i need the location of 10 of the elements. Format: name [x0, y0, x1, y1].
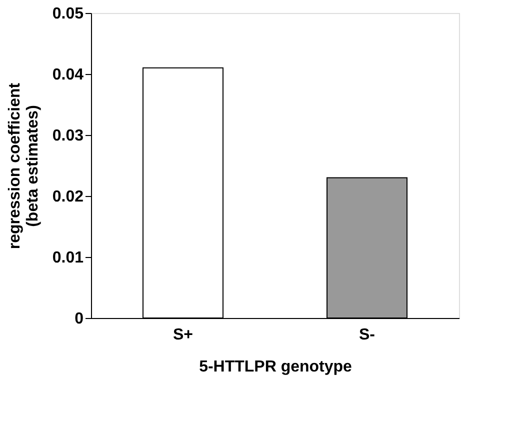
y-tick-label: 0.04 [52, 66, 84, 84]
y-tick-label: 0.03 [52, 128, 84, 144]
x-tick-label: S+ [172, 326, 194, 344]
y-axis-title: regression coefficient (beta estimates) [6, 82, 42, 250]
x-tick-label: S- [359, 326, 375, 344]
x-axis-title: 5-HTTLPR genotype [199, 358, 352, 376]
y-tick-label: 0 [74, 310, 84, 328]
y-tick-label: 0.05 [52, 6, 84, 22]
y-tick-label: 0.02 [52, 188, 84, 206]
y-tick-label: 0.01 [52, 250, 84, 266]
